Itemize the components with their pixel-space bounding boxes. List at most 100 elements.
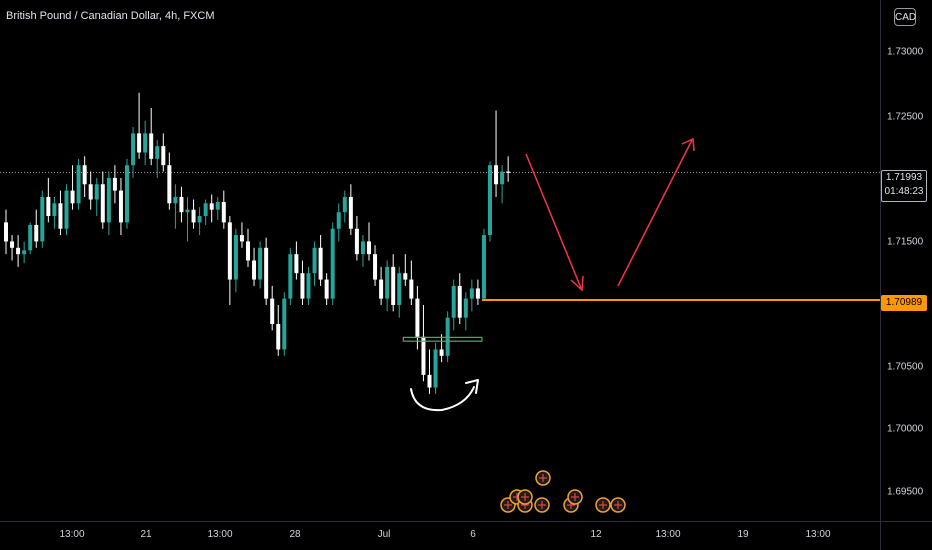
candle-body: [445, 317, 450, 356]
candle-body: [185, 209, 190, 213]
up-arrow: [617, 139, 693, 287]
candle-body: [481, 235, 486, 299]
candle-body: [506, 171, 511, 173]
time-tick: 13:00: [207, 529, 233, 540]
candle-body: [421, 336, 426, 375]
candle-body: [155, 146, 160, 159]
candle-body: [276, 324, 281, 350]
candle-body: [4, 222, 8, 242]
candle-body: [203, 203, 208, 217]
candle-body: [40, 196, 45, 242]
candle-body: [167, 165, 172, 204]
candle-body: [52, 203, 57, 217]
candle-body: [58, 203, 63, 229]
candle-body: [22, 250, 27, 255]
candle-body: [288, 254, 293, 299]
candle-body: [125, 165, 129, 223]
candle-body: [475, 288, 480, 299]
candle-body: [137, 133, 142, 153]
up-arrow-head: [681, 137, 695, 152]
candle-body: [118, 190, 123, 223]
candle-body: [469, 288, 474, 299]
price-tick: 1.70500: [887, 361, 924, 373]
candle-body: [70, 190, 75, 204]
candle-body: [348, 196, 353, 229]
candle-body: [439, 349, 444, 356]
candle-body: [367, 241, 371, 255]
candle-body: [94, 184, 99, 200]
candle-body: [246, 241, 250, 261]
candle-body: [318, 247, 323, 280]
time-tick: 6: [470, 529, 476, 540]
bar-countdown: 01:48:23: [884, 186, 924, 197]
candle-body: [354, 228, 359, 255]
candle-body: [149, 133, 154, 159]
candle-body: [191, 209, 196, 223]
time-tick: 21: [140, 529, 152, 540]
candle-body: [312, 247, 317, 274]
price-tick: 1.73000: [887, 46, 924, 58]
candle-body: [10, 241, 15, 248]
candle-body: [82, 165, 87, 185]
candle-body: [131, 133, 136, 166]
candle-body: [179, 196, 184, 213]
candle-body: [252, 260, 257, 280]
candle-body: [306, 273, 311, 299]
candle-body: [457, 285, 462, 318]
candle-body: [227, 222, 232, 280]
candle-body: [270, 298, 275, 325]
down-arrow: [525, 153, 582, 289]
candle-body: [106, 177, 111, 223]
candle-body: [500, 171, 505, 185]
candle-body: [282, 298, 287, 350]
candle-body: [215, 202, 220, 210]
candle-body: [143, 133, 148, 153]
time-tick: 13:00: [59, 529, 85, 540]
candle-body: [488, 165, 492, 236]
currency-button[interactable]: CAD: [894, 8, 916, 26]
candle-body: [391, 266, 396, 305]
candle-body: [64, 190, 69, 229]
time-axis-divider: [0, 521, 932, 522]
time-tick: 13:00: [655, 529, 681, 540]
candle-body: [264, 247, 269, 299]
candle-body: [100, 184, 105, 223]
candle-body: [433, 349, 438, 388]
time-tick: Jul: [377, 529, 391, 540]
price-tick: 1.70000: [887, 423, 924, 435]
symbol-title[interactable]: British Pound / Canadian Dollar, 4h, FXC…: [6, 10, 215, 22]
candle-body: [379, 279, 384, 299]
price-tick: 1.69500: [887, 486, 924, 498]
time-tick: 28: [289, 529, 301, 540]
candle-body: [342, 196, 347, 213]
candle-body: [409, 279, 414, 299]
candle-body: [28, 224, 33, 251]
candle-body: [324, 279, 329, 299]
candle-body: [88, 184, 93, 200]
candle-body: [46, 196, 51, 217]
candle-body: [173, 196, 178, 204]
price-axis-divider: [880, 0, 881, 550]
candle-body: [221, 202, 226, 223]
candle-body: [360, 241, 365, 255]
support-zone: [402, 336, 483, 342]
candle-body: [112, 177, 117, 191]
level-price-label: 1.70989: [881, 295, 927, 311]
down-arrow-head: [570, 275, 584, 292]
price-tick: 1.72500: [887, 111, 924, 123]
candle-body: [415, 298, 420, 337]
candle-body: [336, 212, 341, 229]
candle-body: [197, 216, 202, 223]
time-tick: 19: [737, 529, 749, 540]
candle-body: [463, 298, 468, 318]
time-tick: 13:00: [805, 529, 831, 540]
candle-body: [258, 247, 263, 280]
candle-body: [300, 273, 305, 299]
last-price-label: 1.71993 01:48:23: [881, 170, 927, 202]
candle-body: [403, 273, 408, 280]
candle-body: [161, 146, 166, 166]
candle-body: [34, 224, 39, 242]
price-tick: 1.71500: [887, 236, 924, 248]
